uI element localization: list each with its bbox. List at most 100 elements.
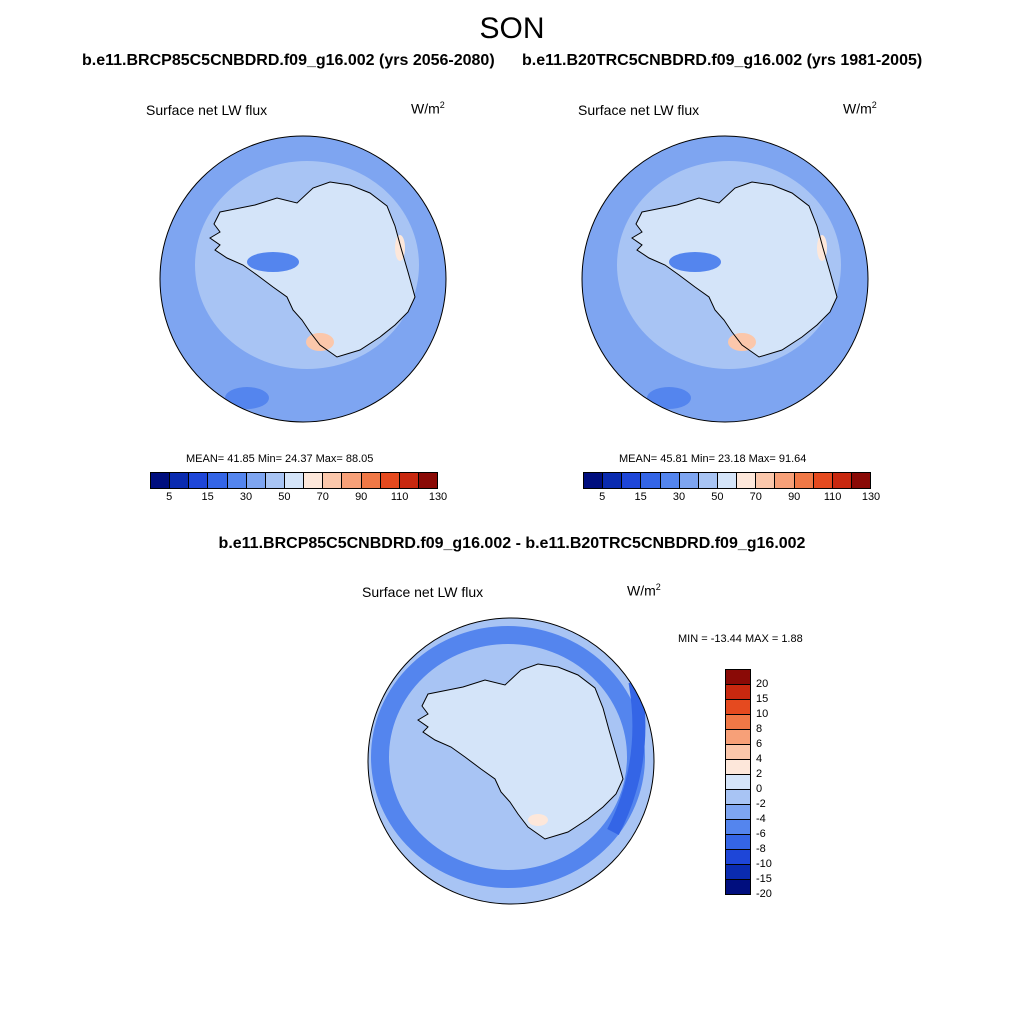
colorbar-swatch: [794, 473, 814, 488]
panel-2-colorbar: 5 15 30 50 70 90 110 130: [583, 472, 880, 503]
difference-positive-patch: [528, 814, 548, 826]
colorbar-tick-label: 15: [756, 693, 769, 705]
colorbar-swatch: [584, 473, 604, 488]
colorbar-swatch: [170, 473, 190, 488]
ross-sea-high-patch: [728, 333, 756, 351]
colorbar-swatch: [726, 790, 750, 805]
antarctica-coastline: [417, 663, 624, 840]
colorbar-swatch: [726, 730, 750, 745]
colorbar-swatch: [679, 473, 699, 488]
panel-2-stats: MEAN= 45.81 Min= 23.18 Max= 91.64: [619, 453, 807, 465]
difference-variable-label: Surface net LW flux: [362, 584, 484, 600]
panel-2-units: W/m2: [843, 100, 877, 117]
antarctica-coastline: [209, 181, 416, 358]
colorbar-tick-labels: 5 15 30 50 70 90 110 130: [583, 489, 880, 503]
colorbar-tick-label: 110: [823, 491, 842, 503]
colorbar-tick-label: 110: [390, 491, 409, 503]
colorbar-swatch: [726, 670, 750, 685]
colorbar-tick-label: 70: [749, 491, 762, 503]
colorbar-swatch: [726, 685, 750, 700]
colorbar-tick-label: -8: [756, 843, 766, 855]
colorbar-swatch: [726, 745, 750, 760]
colorbar-swatch: [418, 473, 438, 488]
colorbar-tick-label: 4: [756, 753, 763, 765]
difference-polar-map: [361, 612, 661, 912]
difference-colorbar-tick-labels: 20 15 10 8 6 4 2 0 -2 -4 -6 -8 -10 -15 -20: [751, 669, 781, 900]
colorbar-tick-label: 20: [756, 678, 769, 690]
colorbar-swatch: [189, 473, 209, 488]
colorbar-tick-label: 30: [239, 491, 253, 503]
colorbar-swatch: [717, 473, 738, 488]
colorbar-tick-label: 15: [634, 491, 647, 503]
map-frame: [367, 617, 655, 905]
colorbar-tick-label: 2: [756, 768, 763, 780]
colorbar-swatch: [284, 473, 305, 488]
antarctica-field: [210, 182, 415, 357]
colorbar-tick-label: 90: [788, 491, 801, 503]
ross-sea-high-patch: [306, 333, 334, 351]
panel-1-case-title: b.e11.BRCP85C5CNBDRD.f09_g16.002 (yrs 20…: [82, 52, 495, 69]
colorbar-tick-label: -4: [756, 813, 766, 825]
map-frame: [581, 135, 869, 423]
colorbar-tick-label: 5: [599, 491, 606, 503]
colorbar-swatch: [726, 820, 750, 835]
difference-strong-arc: [607, 680, 646, 835]
colorbar-swatch: [756, 473, 776, 488]
panel-1-stats: MEAN= 41.85 Min= 24.37 Max= 88.05: [186, 453, 374, 465]
colorbar-tick-label: 70: [316, 491, 329, 503]
colorbar-swatch: [380, 473, 400, 488]
panel-2-case-title: b.e11.B20TRC5CNBDRD.f09_g16.002 (yrs 198…: [522, 52, 923, 69]
difference-antarctica-field: [418, 664, 623, 839]
colorbar-tick-label: 6: [756, 738, 763, 750]
colorbar-swatch: [726, 865, 750, 880]
colorbar-swatch: [832, 473, 852, 488]
colorbar-swatch: [342, 473, 362, 488]
colorbar-swatch: [208, 473, 228, 488]
colorbar-tick-label: -10: [756, 858, 772, 870]
panel-2-polar-map: [575, 130, 875, 430]
antarctica-field: [632, 182, 837, 357]
colorbar-tick-label: -2: [756, 798, 766, 810]
colorbar-swatch: [775, 473, 795, 488]
season-title: SON: [479, 12, 545, 45]
colorbar-swatch: [726, 805, 750, 820]
colorbar-tick-label: 50: [278, 491, 291, 503]
colorbar-swatches: [150, 472, 438, 489]
panel-1-colorbar: 5 15 30 50 70 90 110 130: [150, 472, 447, 503]
colorbar-swatch: [726, 850, 750, 865]
colorbar-tick-label: 0: [756, 783, 763, 795]
panel-1-units: W/m2: [411, 100, 445, 117]
colorbar-swatch: [726, 760, 750, 775]
colorbar-tick-label: -6: [756, 828, 766, 840]
colorbar-swatch: [151, 473, 171, 488]
colorbar-swatch: [323, 473, 343, 488]
colorbar-tick-label: 130: [428, 491, 448, 503]
antarctica-coastline: [631, 181, 838, 358]
colorbar-tick-label: 90: [355, 491, 368, 503]
colorbar-swatch: [641, 473, 661, 488]
colorbar-swatch: [265, 473, 285, 488]
colorbar-swatch: [361, 473, 381, 488]
colorbar-swatch: [660, 473, 680, 488]
difference-stats: MIN = -13.44 MAX = 1.88: [678, 633, 803, 645]
colorbar-tick-label: 5: [166, 491, 173, 503]
colorbar-swatch: [622, 473, 642, 488]
colorbar-tick-label: 10: [756, 708, 769, 720]
colorbar-swatch: [726, 775, 750, 790]
colorbar-swatch: [726, 715, 750, 730]
colorbar-swatch: [698, 473, 718, 488]
colorbar-swatch: [399, 473, 419, 488]
ocean-low-patch: [225, 387, 269, 409]
colorbar-swatch: [813, 473, 833, 488]
difference-title: b.e11.BRCP85C5CNBDRD.f09_g16.002 - b.e11…: [218, 535, 806, 552]
colorbar-tick-label: 50: [711, 491, 724, 503]
colorbar-tick-label: 130: [861, 491, 881, 503]
panel-2-variable-label: Surface net LW flux: [578, 102, 700, 118]
colorbar-swatches: [583, 472, 871, 489]
difference-units: W/m2: [627, 582, 661, 599]
colorbar-tick-label: -15: [756, 873, 772, 885]
map-frame: [159, 135, 447, 423]
colorbar-tick-label: 15: [201, 491, 214, 503]
colorbar-tick-label: -20: [756, 888, 772, 900]
colorbar-swatch: [726, 835, 750, 850]
